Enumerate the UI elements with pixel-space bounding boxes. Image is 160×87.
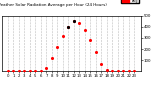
Point bbox=[7, 71, 9, 72]
Point bbox=[34, 71, 37, 72]
Point bbox=[51, 57, 53, 59]
Point bbox=[117, 71, 119, 72]
Point bbox=[29, 71, 31, 72]
Point bbox=[78, 23, 81, 24]
Point bbox=[73, 21, 75, 22]
Point bbox=[18, 71, 20, 72]
Point bbox=[12, 71, 15, 72]
Text: Milwaukee Weather Solar Radiation Average per Hour (24 Hours): Milwaukee Weather Solar Radiation Averag… bbox=[0, 3, 106, 7]
Point bbox=[95, 52, 97, 53]
Point bbox=[67, 26, 70, 27]
Point bbox=[45, 67, 48, 69]
Point bbox=[122, 71, 125, 72]
Point bbox=[128, 71, 130, 72]
Point bbox=[111, 71, 114, 72]
Point bbox=[62, 35, 64, 36]
Point bbox=[23, 71, 26, 72]
Point bbox=[73, 21, 75, 22]
Point bbox=[106, 70, 108, 71]
Point bbox=[67, 26, 70, 27]
Point bbox=[100, 63, 103, 64]
Point bbox=[40, 71, 42, 72]
Legend: Avg: Avg bbox=[121, 0, 139, 3]
Point bbox=[89, 39, 92, 41]
Point bbox=[133, 71, 136, 72]
Point bbox=[56, 46, 59, 48]
Point bbox=[84, 29, 86, 31]
